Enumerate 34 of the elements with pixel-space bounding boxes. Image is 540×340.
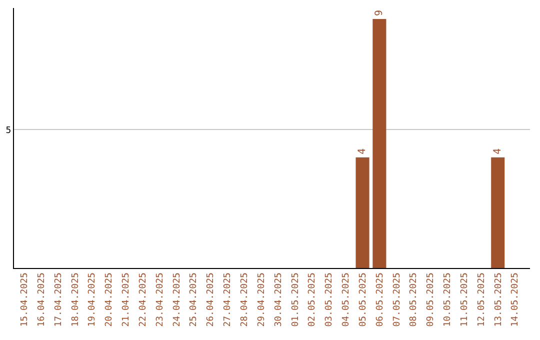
x-tick-label: 01.05.2025 [290,272,301,327]
x-tick-label: 26.04.2025 [206,272,216,327]
x-tick-label: 04.05.2025 [342,272,352,327]
x-tick-label: 21.04.2025 [122,272,132,327]
x-tick-label: 20.04.2025 [104,272,115,327]
x-tick-label: 25.04.2025 [189,272,200,327]
x-tick-label: 02.05.2025 [308,272,318,327]
x-tick-label: 18.04.2025 [70,272,81,327]
x-tick-label: 03.05.2025 [324,272,335,327]
x-tick-label: 14.05.2025 [510,272,521,327]
x-tick-label: 09.05.2025 [426,272,436,327]
x-tick-label: 11.05.2025 [460,272,470,327]
x-tick-label: 05.05.2025 [358,272,368,327]
x-tick-label: 29.04.2025 [256,272,267,327]
y-tick-label: 5 [6,126,12,136]
x-tick-label: 17.04.2025 [54,272,64,327]
x-tick-label: 08.05.2025 [409,272,420,327]
data-label: 9 [374,10,385,16]
data-label: 4 [492,148,504,154]
x-tick-label: 06.05.2025 [375,272,386,327]
x-tick-label: 13.05.2025 [494,272,504,327]
x-tick-label: 23.04.2025 [155,272,166,327]
x-tick-label: 07.05.2025 [392,272,402,327]
x-tick-label: 19.04.2025 [88,272,98,327]
x-tick-label: 27.04.2025 [223,272,234,327]
x-tick-label: 28.04.2025 [240,272,250,327]
x-tick-label: 12.05.2025 [476,272,487,327]
x-tick-label: 22.04.2025 [138,272,149,327]
x-tick-label: 30.04.2025 [274,272,284,327]
data-label: 4 [357,148,368,154]
x-tick-label: 15.04.2025 [20,272,30,327]
x-tick-label: 24.04.2025 [172,272,182,327]
x-tick-label: 10.05.2025 [443,272,454,327]
x-tick-label: 16.04.2025 [36,272,47,327]
